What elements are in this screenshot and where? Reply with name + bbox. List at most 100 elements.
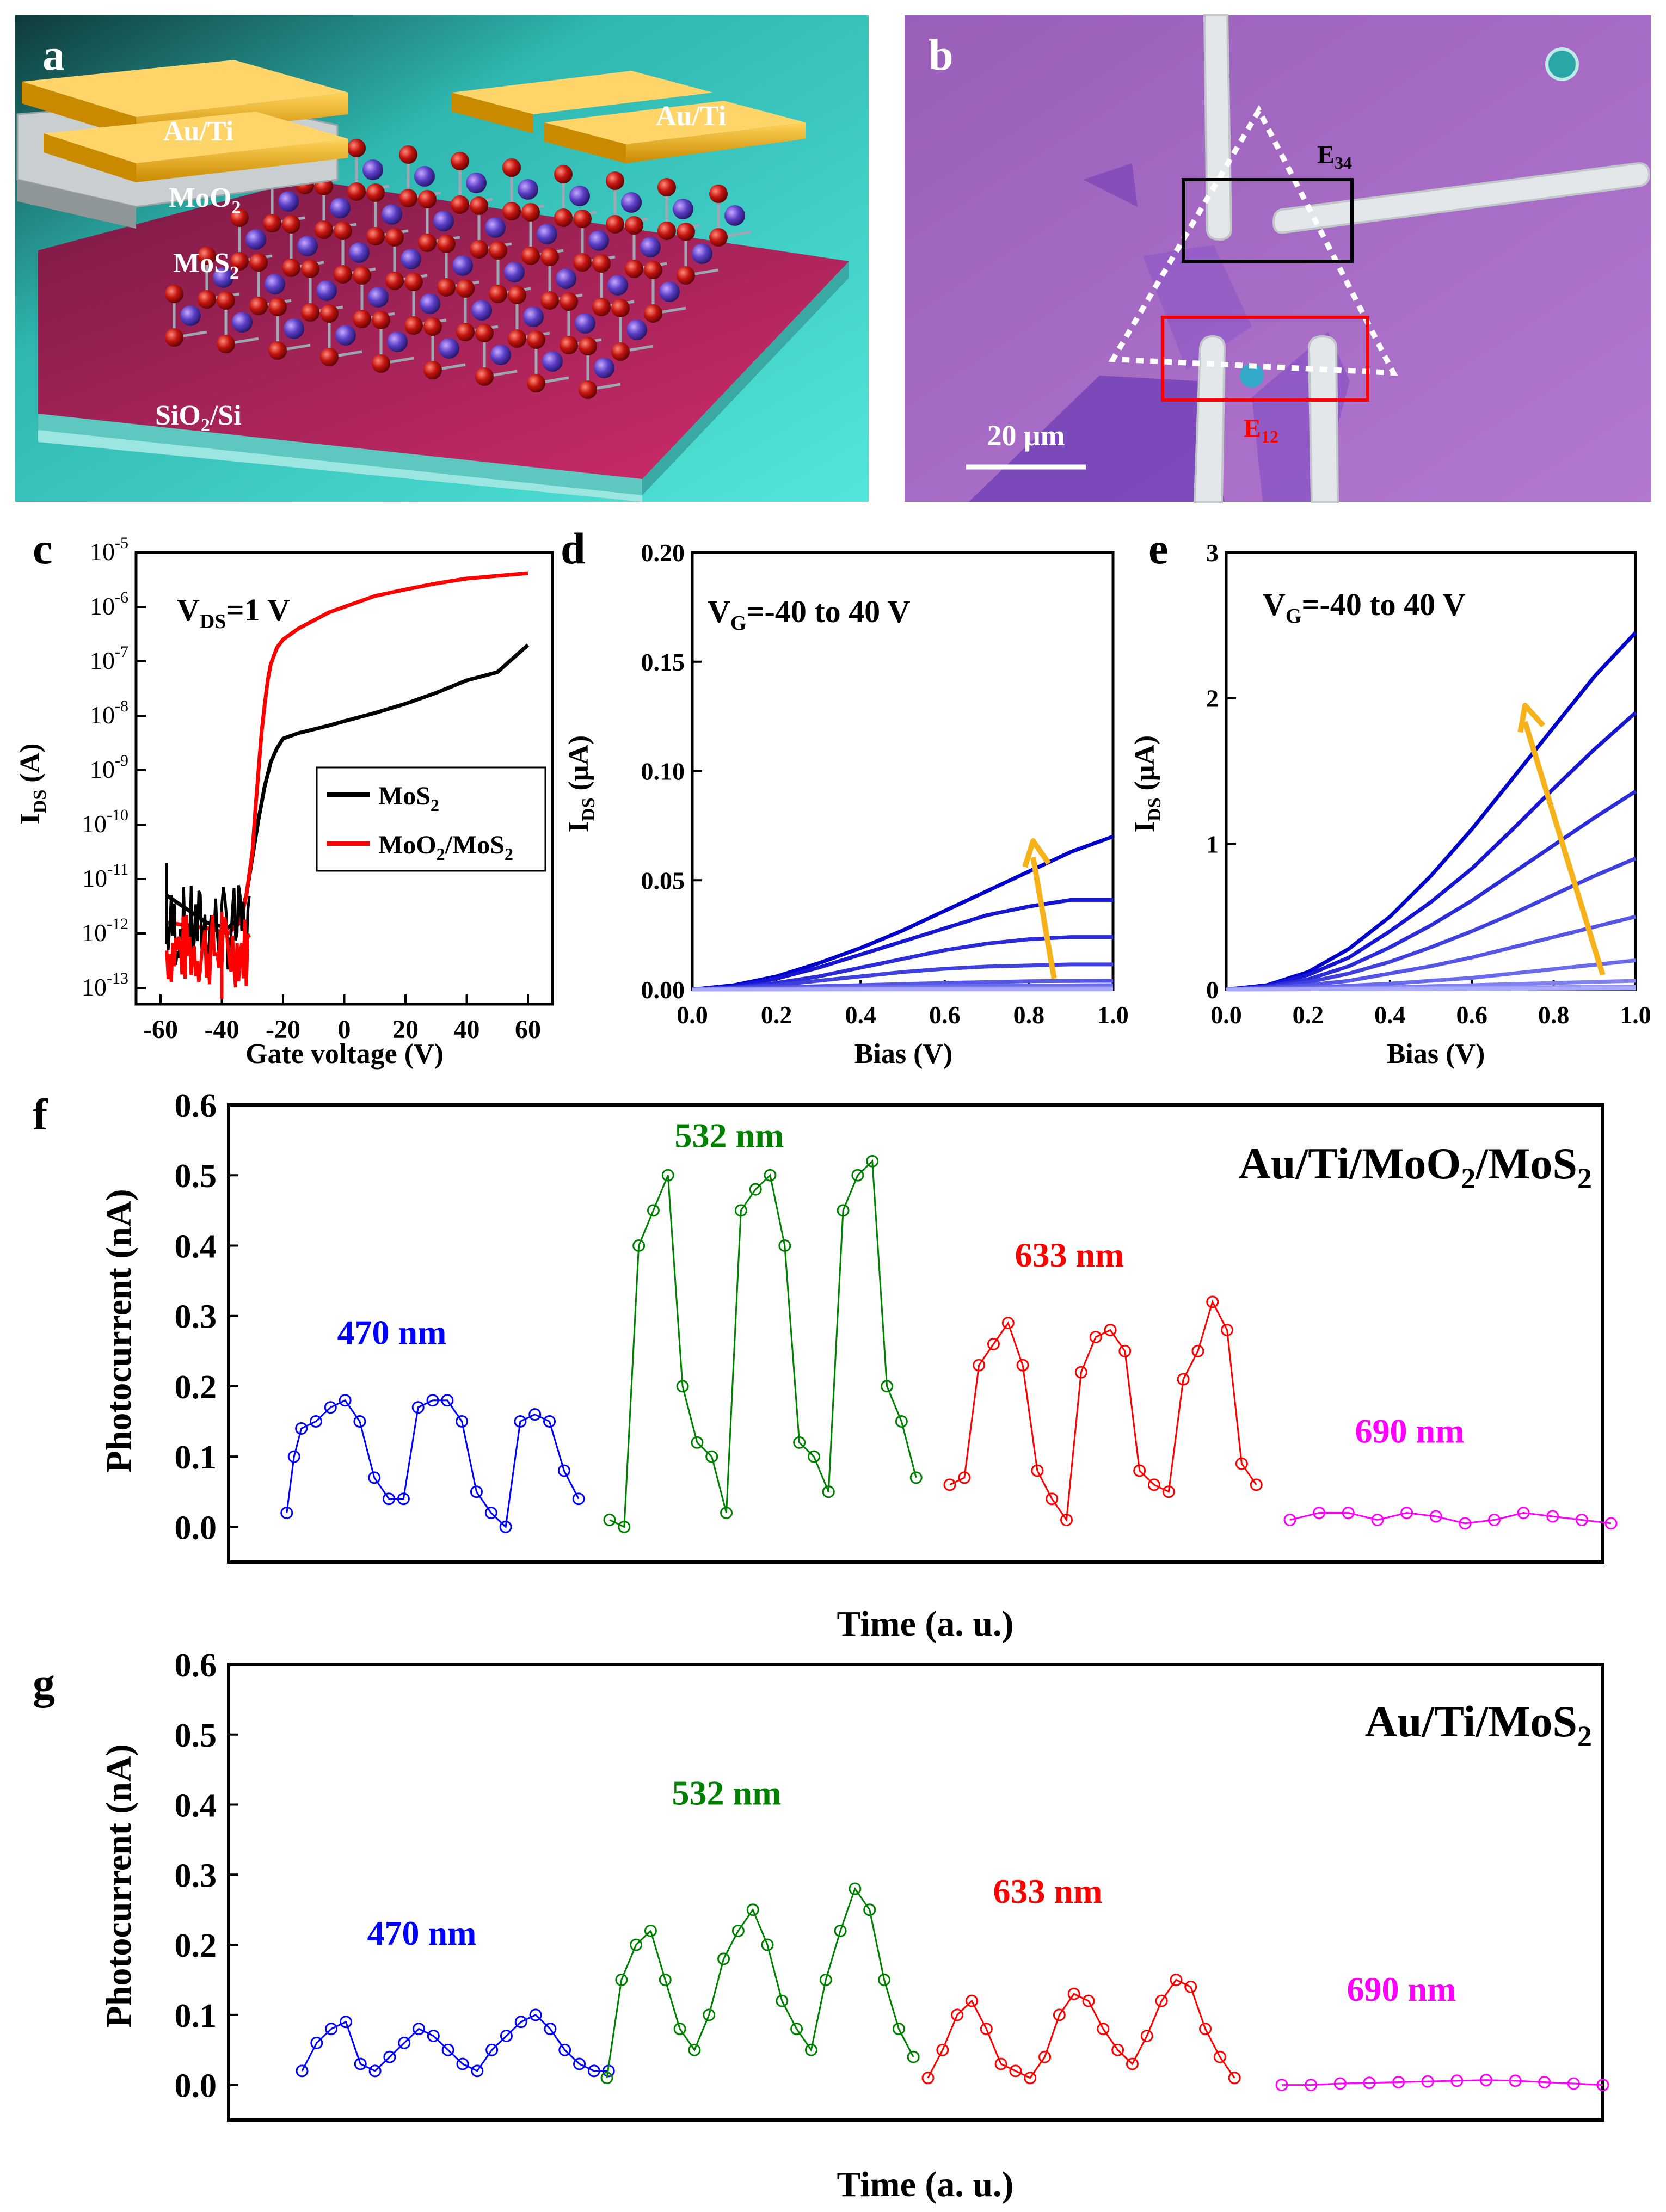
pc-point-0 (339, 1394, 352, 1407)
pc-point-0 (528, 1408, 542, 1421)
sulfur-atom (470, 196, 488, 215)
sulfur-atom (521, 203, 540, 222)
sulfur-atom (347, 139, 366, 157)
flake-small (1083, 163, 1138, 207)
y-tick-label: 0.6 (175, 1647, 217, 1684)
c-x-tick-label: 40 (454, 1015, 480, 1044)
pc-point-3 (1283, 1513, 1296, 1526)
pc-point-2 (1191, 1344, 1204, 1357)
sulfur-atom (560, 292, 578, 311)
pc-point-0 (558, 2043, 571, 2056)
molybdenum-atom (673, 199, 693, 219)
pc-point-1 (615, 1973, 628, 1986)
pc-point-0 (339, 2016, 352, 2029)
sulfur-atom (418, 234, 437, 252)
pc-point-1 (837, 1204, 850, 1217)
c-x-axis-label: Gate voltage (V) (245, 1039, 444, 1070)
sulfur-atom (451, 152, 469, 170)
pc-point-1 (764, 1169, 777, 1182)
molybdenum-atom (485, 217, 506, 238)
molybdenum-atom (180, 305, 201, 326)
sulfur-atom (579, 380, 597, 399)
pc-wavelength-label-0: 470 nm (337, 1313, 447, 1351)
pc-point-2 (1177, 1373, 1190, 1386)
y-tick-label: 2 (1206, 685, 1219, 712)
x-tick-label: 0.2 (761, 1001, 792, 1029)
sulfur-atom (268, 341, 287, 360)
sulfur-atom (315, 220, 333, 239)
c-x-tick-label: -40 (205, 1015, 239, 1044)
x-tick-label: 0.0 (677, 1001, 708, 1029)
x-tick-label: 0.8 (1538, 1001, 1570, 1029)
c-y-tick-label: 10-11 (82, 861, 128, 892)
iv-curve-8 (1226, 986, 1636, 992)
molybdenum-atom (349, 242, 370, 263)
sulfur-atom (217, 291, 235, 310)
sulfur-atom (456, 279, 475, 298)
sulfur-atom (320, 304, 339, 323)
sulfur-atom (320, 348, 339, 366)
molybdenum-atom (414, 166, 435, 187)
panel-label-b: b (929, 30, 954, 79)
sulfur-atom (437, 235, 456, 253)
e-annotation: VG=-40 to 40 V (1263, 587, 1466, 628)
pc-point-2 (965, 1994, 978, 2007)
sulfur-atom (385, 228, 404, 247)
x-tick-label: 0.6 (1456, 1001, 1487, 1029)
pc-point-2 (1213, 2050, 1226, 2063)
molybdenum-atom (420, 293, 440, 314)
au-ti-electrode-right (452, 71, 806, 163)
pc-point-2 (1155, 1994, 1168, 2007)
sulfur-atom (579, 337, 597, 355)
pc-point-0 (310, 2036, 323, 2049)
pc-point-2 (1031, 1464, 1044, 1477)
sulfur-atom (230, 252, 249, 271)
sulfur-atom (353, 310, 371, 328)
trend-arrow-shaft (1522, 721, 1606, 976)
sulfur-atom (489, 241, 507, 260)
pc-point-0 (485, 2043, 499, 2056)
c-y-tick-label: 10-10 (82, 806, 128, 838)
y-tick-label: 0.1 (175, 1439, 217, 1476)
y-tick-label: 0.20 (641, 539, 685, 567)
molybdenum-atom (724, 205, 745, 226)
panel-b: b E34 E12 20 μm (905, 14, 1651, 503)
bright-spot (1240, 364, 1264, 388)
pc-point-2 (980, 2023, 993, 2036)
label-mos2: MoS2 (173, 248, 239, 283)
sulfur-atom (456, 323, 475, 341)
pc-point-0 (514, 2016, 527, 2029)
c-axes: -60 -40 -20 0 20 40 60 10-13 10-12 10-11 10-10 10-9… (82, 534, 554, 1044)
pc-point-3 (1487, 1513, 1501, 1526)
molybdenum-atom (368, 287, 389, 308)
sulfur-atom (418, 190, 437, 208)
sulfur-atom (470, 240, 488, 259)
pc-point-1 (749, 1183, 762, 1196)
pc-point-0 (573, 2057, 586, 2070)
c-legend-box (316, 766, 546, 872)
pc-point-0 (383, 2050, 396, 2063)
c-x-tick-label: 0 (338, 1015, 351, 1044)
y-tick-label: 1 (1206, 830, 1219, 858)
molybdenum-atom (316, 280, 337, 301)
pc-point-1 (717, 1952, 730, 1965)
pc-point-0 (529, 2008, 542, 2021)
x-tick-label: 1.0 (1097, 1001, 1129, 1029)
molybdenum-atom (452, 255, 473, 276)
c-legend-label-moo2-mos2: MoO2/MoS2 (378, 831, 513, 864)
pc-point-3 (1509, 2074, 1522, 2087)
pc-point-0 (383, 1492, 396, 1506)
pc-point-0 (309, 1415, 322, 1428)
pc-point-2 (1111, 2043, 1124, 2056)
sulfur-atom (404, 316, 423, 335)
electrode-bottom-left (1193, 335, 1226, 503)
c-y-tick-label: 10-13 (82, 969, 128, 1001)
molybdenum-atom (213, 267, 233, 288)
pc-point-1 (866, 1154, 879, 1168)
pc-wavelength-label-1: 532 nm (672, 1774, 782, 1812)
panel-label-c: c (33, 524, 52, 573)
pc-point-1 (819, 1973, 832, 1986)
pc-point-2 (1228, 2072, 1241, 2085)
panel-label-e: e (1148, 524, 1168, 573)
sulfur-atom (644, 261, 662, 279)
